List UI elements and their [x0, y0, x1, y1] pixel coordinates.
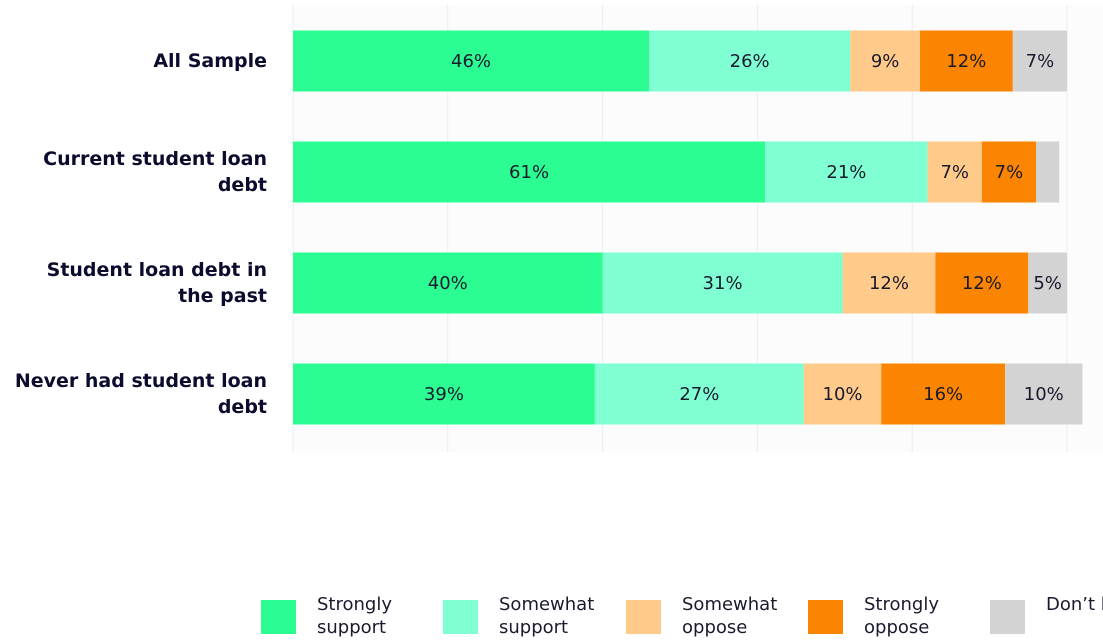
value-label: 7% — [1026, 51, 1055, 72]
value-label: 7% — [940, 162, 969, 183]
bar-segment — [919, 30, 1013, 92]
bar-segment — [935, 252, 1029, 314]
value-label: 40% — [428, 273, 468, 294]
bar-segment — [881, 363, 1006, 425]
bar-segment — [1005, 363, 1083, 425]
legend-swatch — [443, 600, 478, 634]
value-label: 12% — [946, 51, 986, 72]
value-label: 21% — [826, 162, 866, 183]
bar-segment — [293, 252, 603, 314]
legend-label: Don’t know — [1046, 594, 1103, 615]
bar-segment — [927, 141, 982, 203]
value-label: 26% — [730, 51, 770, 72]
bar-segment — [602, 252, 843, 314]
bar-segment — [293, 141, 766, 203]
value-label: 16% — [923, 384, 963, 405]
value-label: 12% — [962, 273, 1002, 294]
bar-segment — [594, 363, 804, 425]
bar-segment — [649, 30, 851, 92]
legend-label: Strongly support — [317, 594, 392, 638]
bar-segment — [293, 30, 650, 92]
value-label: 31% — [703, 273, 743, 294]
bar-segment — [842, 252, 936, 314]
bar-segment — [850, 30, 920, 92]
value-label: 10% — [823, 384, 863, 405]
category-label: All Sample — [153, 50, 267, 72]
legend-label: Strongly oppose — [864, 594, 939, 638]
value-label: 46% — [451, 51, 491, 72]
value-label: 5% — [1033, 273, 1062, 294]
value-label: 39% — [424, 384, 464, 405]
bar-segment — [765, 141, 928, 203]
value-label: 12% — [869, 273, 909, 294]
category-label: Never had student loan debt — [14, 370, 267, 418]
bar-segment — [1028, 252, 1067, 314]
legend-swatch — [990, 600, 1025, 634]
legend-swatch — [808, 600, 843, 634]
value-label: 27% — [679, 384, 719, 405]
bar-segment — [293, 363, 595, 425]
bar-segment — [1012, 30, 1067, 92]
legend-label: Somewhat support — [499, 594, 595, 638]
value-label: 10% — [1024, 384, 1064, 405]
bar-segment — [1036, 141, 1060, 203]
bar-segment — [981, 141, 1037, 203]
bar-segment — [803, 363, 882, 425]
value-label: 61% — [509, 162, 549, 183]
value-label: 9% — [871, 51, 900, 72]
value-label: 7% — [995, 162, 1024, 183]
legend-label: Somewhat oppose — [682, 594, 778, 638]
category-label: Current student loan debt — [43, 148, 267, 196]
legend-swatch — [261, 600, 296, 634]
category-label: Student loan debt in the past — [46, 259, 267, 307]
legend-swatch — [626, 600, 661, 634]
